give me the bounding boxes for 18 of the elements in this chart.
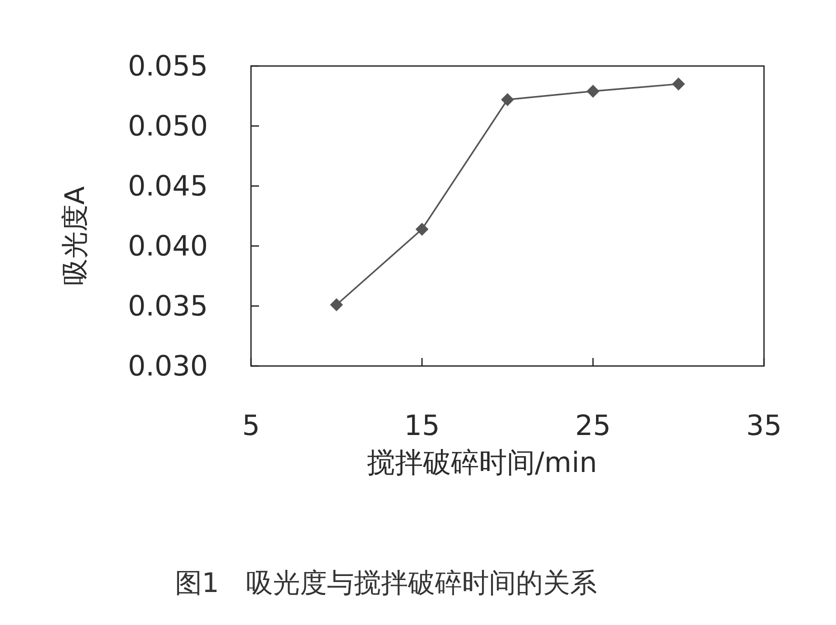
x-tick-label: 25 — [575, 409, 611, 442]
x-title: 搅拌破碎时间/min — [366, 446, 598, 479]
x-tick-label: 5 — [242, 409, 260, 442]
x-tick-label: 35 — [746, 409, 782, 442]
point — [501, 93, 514, 106]
y-title: 吸光度A — [60, 186, 91, 286]
point — [672, 78, 685, 90]
y-tick-label: 0.055 — [128, 50, 208, 82]
y-tick-label: 0.035 — [128, 290, 208, 322]
caption: 图1 吸光度与搅拌破碎时间的关系 — [174, 568, 598, 599]
point — [586, 84, 600, 98]
point — [416, 222, 428, 236]
y-tick-label: 0.045 — [128, 170, 208, 202]
point — [330, 298, 343, 312]
y-tick-label: 0.050 — [128, 110, 208, 142]
x-tick-label: 15 — [404, 409, 440, 442]
y-tick-label: 0.030 — [128, 350, 208, 382]
y-tick-label: 0.040 — [128, 230, 208, 262]
